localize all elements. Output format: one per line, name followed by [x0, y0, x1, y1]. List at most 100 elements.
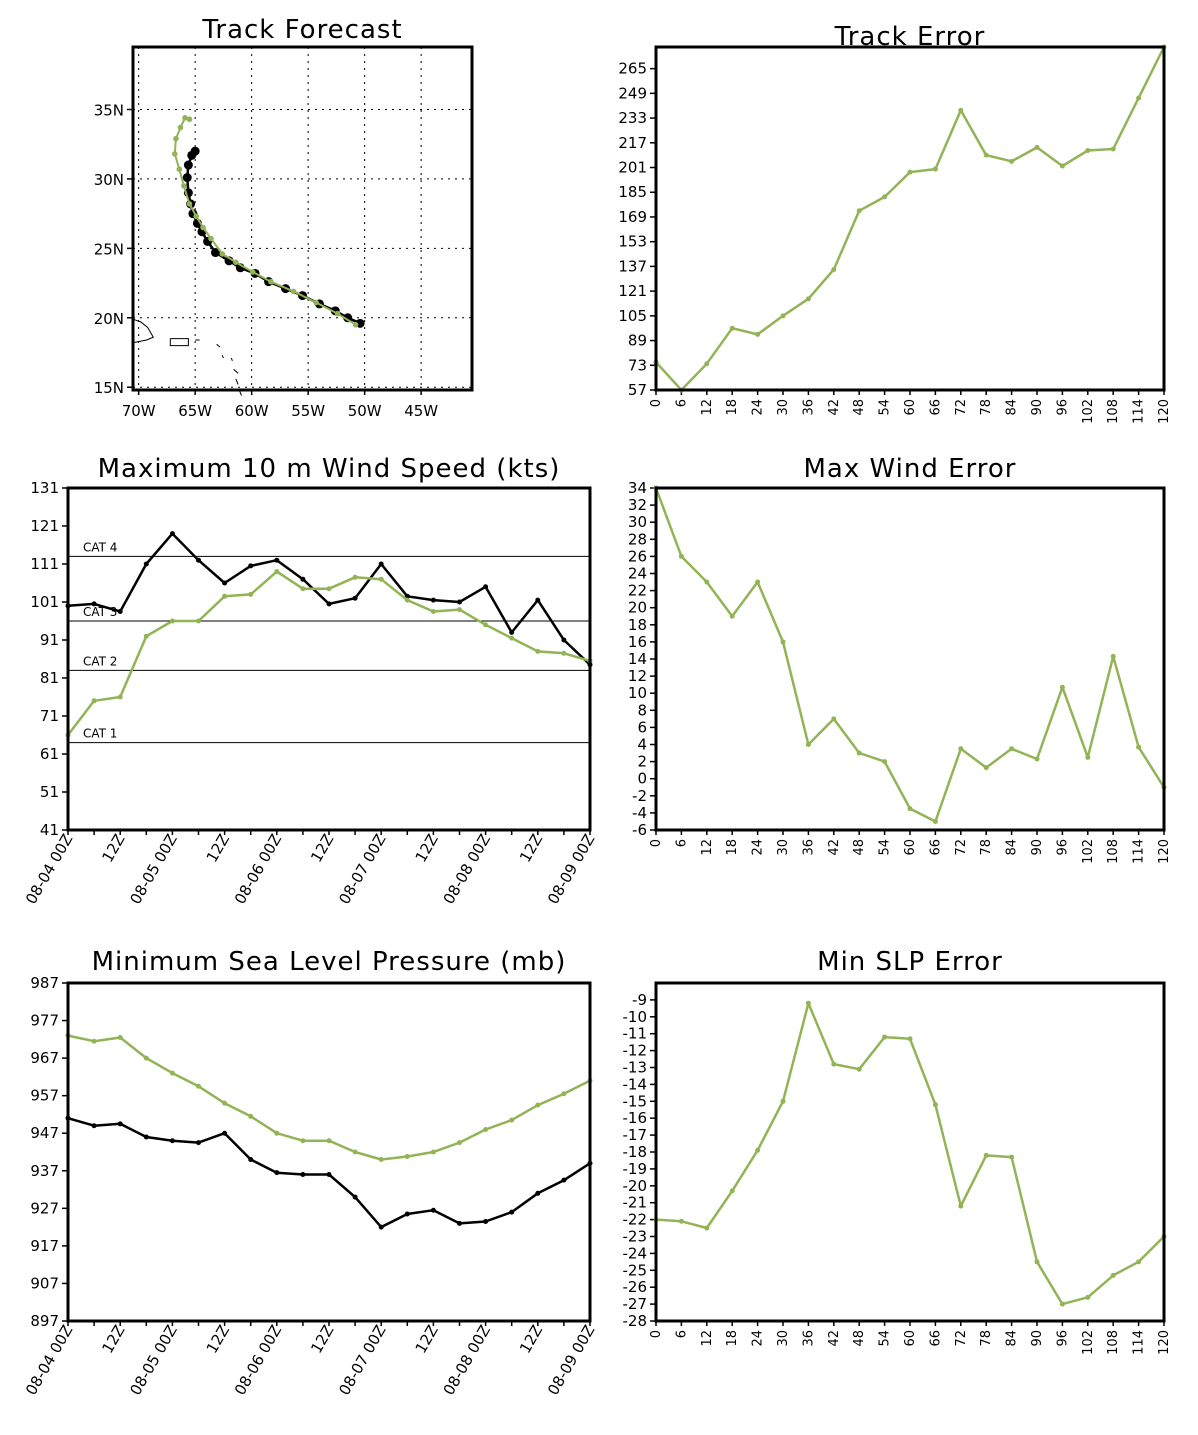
observed-data-point [196, 1140, 201, 1146]
forecast-data-point [780, 639, 786, 645]
y-tick-label: -28 [623, 1312, 648, 1330]
y-tick-label: 41 [40, 821, 59, 839]
x-tick-label: 45W [404, 402, 438, 420]
forecast-data-point [274, 1130, 280, 1136]
x-tick-label: 102 [1081, 839, 1096, 864]
x-tick-label: 08-09 00Z [544, 831, 598, 907]
forecast-data-point [1085, 754, 1091, 760]
x-tick-label: 30 [776, 1330, 791, 1347]
forecast-data-point [457, 607, 462, 613]
forecast-data-point [907, 169, 913, 175]
forecast-data-point [729, 613, 735, 619]
x-tick-label: 120 [1157, 1330, 1172, 1355]
observed-data-point [483, 1218, 489, 1224]
forecast-track-point [181, 183, 187, 189]
y-tick-label: 0 [637, 770, 647, 788]
y-tick-label: -21 [623, 1194, 648, 1212]
forecast-data-point [1136, 1259, 1142, 1265]
x-tick-label: 108 [1106, 1330, 1121, 1355]
y-tick-label: -24 [623, 1244, 648, 1262]
x-tick-label: 48 [852, 1330, 867, 1347]
forecast-data-point [755, 579, 761, 585]
x-tick-label: 66 [928, 1330, 943, 1347]
y-tick-label: -16 [623, 1109, 648, 1127]
observed-data-point [457, 1220, 462, 1226]
x-tick-label: 18 [725, 399, 740, 416]
observed-track-point [190, 146, 200, 156]
forecast-data-point [907, 1036, 913, 1042]
x-tick-label: 84 [1005, 1330, 1020, 1347]
observed-data-point [509, 629, 515, 635]
x-tick-label: 90 [1030, 1330, 1045, 1347]
observed-data-point [169, 1138, 175, 1144]
x-tick-label: 84 [1005, 839, 1020, 856]
forecast-data-point [169, 618, 175, 624]
forecast-data-point [91, 698, 97, 704]
y-tick-label: -13 [623, 1059, 648, 1077]
forecast-data-point [378, 1157, 384, 1163]
x-tick-label: 18 [725, 1330, 740, 1347]
observed-data-point [117, 609, 123, 614]
observed-data-point [196, 557, 201, 563]
y-tick-label: -10 [623, 1008, 648, 1026]
x-tick-label: 54 [878, 1330, 893, 1347]
forecast-data-point [882, 1034, 888, 1040]
forecast-data-point [222, 1100, 228, 1106]
forecast-track-point [173, 135, 179, 142]
forecast-data-point [326, 1138, 332, 1144]
x-tick-label: 24 [751, 839, 766, 856]
y-tick-label: 24 [628, 565, 647, 583]
x-tick-label: 72 [954, 839, 969, 856]
forecast-track-point [200, 224, 206, 231]
chart-title: Track Forecast [201, 15, 402, 45]
coastline-segment [221, 355, 224, 359]
y-tick-label: 8 [637, 701, 647, 719]
observed-data-point [274, 557, 280, 563]
chart-track-error: Track Error57738910512113715316918520121… [618, 22, 1172, 424]
chart-title: Maximum 10 m Wind Speed (kts) [98, 454, 561, 484]
x-tick-label: 66 [928, 839, 943, 856]
forecast-data-point [509, 1117, 515, 1123]
x-tick-label: 60 [903, 1330, 918, 1347]
forecast-track-point [172, 151, 178, 157]
observed-data-point [222, 580, 228, 586]
forecast-data-point [1059, 684, 1065, 690]
forecast-data-point [882, 759, 888, 765]
forecast-data-point [882, 194, 888, 200]
forecast-data-point [248, 1113, 254, 1119]
observed-data-point [430, 597, 436, 603]
y-tick-label: 91 [40, 631, 59, 649]
forecast-data-point [1034, 756, 1040, 762]
y-tick-label: 14 [628, 650, 647, 668]
x-tick-label: 50W [348, 402, 382, 420]
coastline-segment [132, 318, 155, 344]
observed-data-point [483, 584, 489, 590]
forecast-data-point [805, 1000, 811, 1006]
observed-data-point [457, 599, 462, 605]
y-tick-label: 185 [618, 183, 647, 201]
y-tick-label: -12 [623, 1042, 648, 1060]
forecast-data-point [169, 1070, 175, 1076]
y-tick-label: 61 [40, 745, 59, 763]
forecast-data-point [1110, 1272, 1116, 1278]
x-tick-label: 120 [1157, 839, 1172, 864]
y-tick-label: -23 [623, 1228, 648, 1246]
forecast-data-point [222, 593, 228, 599]
forecast-data-point [932, 818, 938, 824]
observed-track-point [183, 160, 193, 170]
x-tick-label: 42 [827, 399, 842, 416]
x-tick-label: 0 [649, 1330, 664, 1338]
category-label: CAT 1 [83, 727, 117, 741]
forecast-data-point [1059, 163, 1065, 169]
x-tick-label: 48 [852, 399, 867, 416]
y-tick-label: 907 [30, 1274, 59, 1292]
y-tick-label: 897 [30, 1312, 59, 1330]
x-tick-label: 24 [751, 1330, 766, 1347]
y-tick-label: 977 [30, 1012, 59, 1030]
forecast-data-point [300, 1138, 306, 1144]
x-tick-label: 08-07 00Z [335, 831, 389, 907]
y-tick-label: -26 [623, 1278, 648, 1296]
forecast-data-point [196, 618, 201, 624]
forecast-data-point [755, 1147, 761, 1153]
forecast-data-point [932, 1102, 938, 1108]
